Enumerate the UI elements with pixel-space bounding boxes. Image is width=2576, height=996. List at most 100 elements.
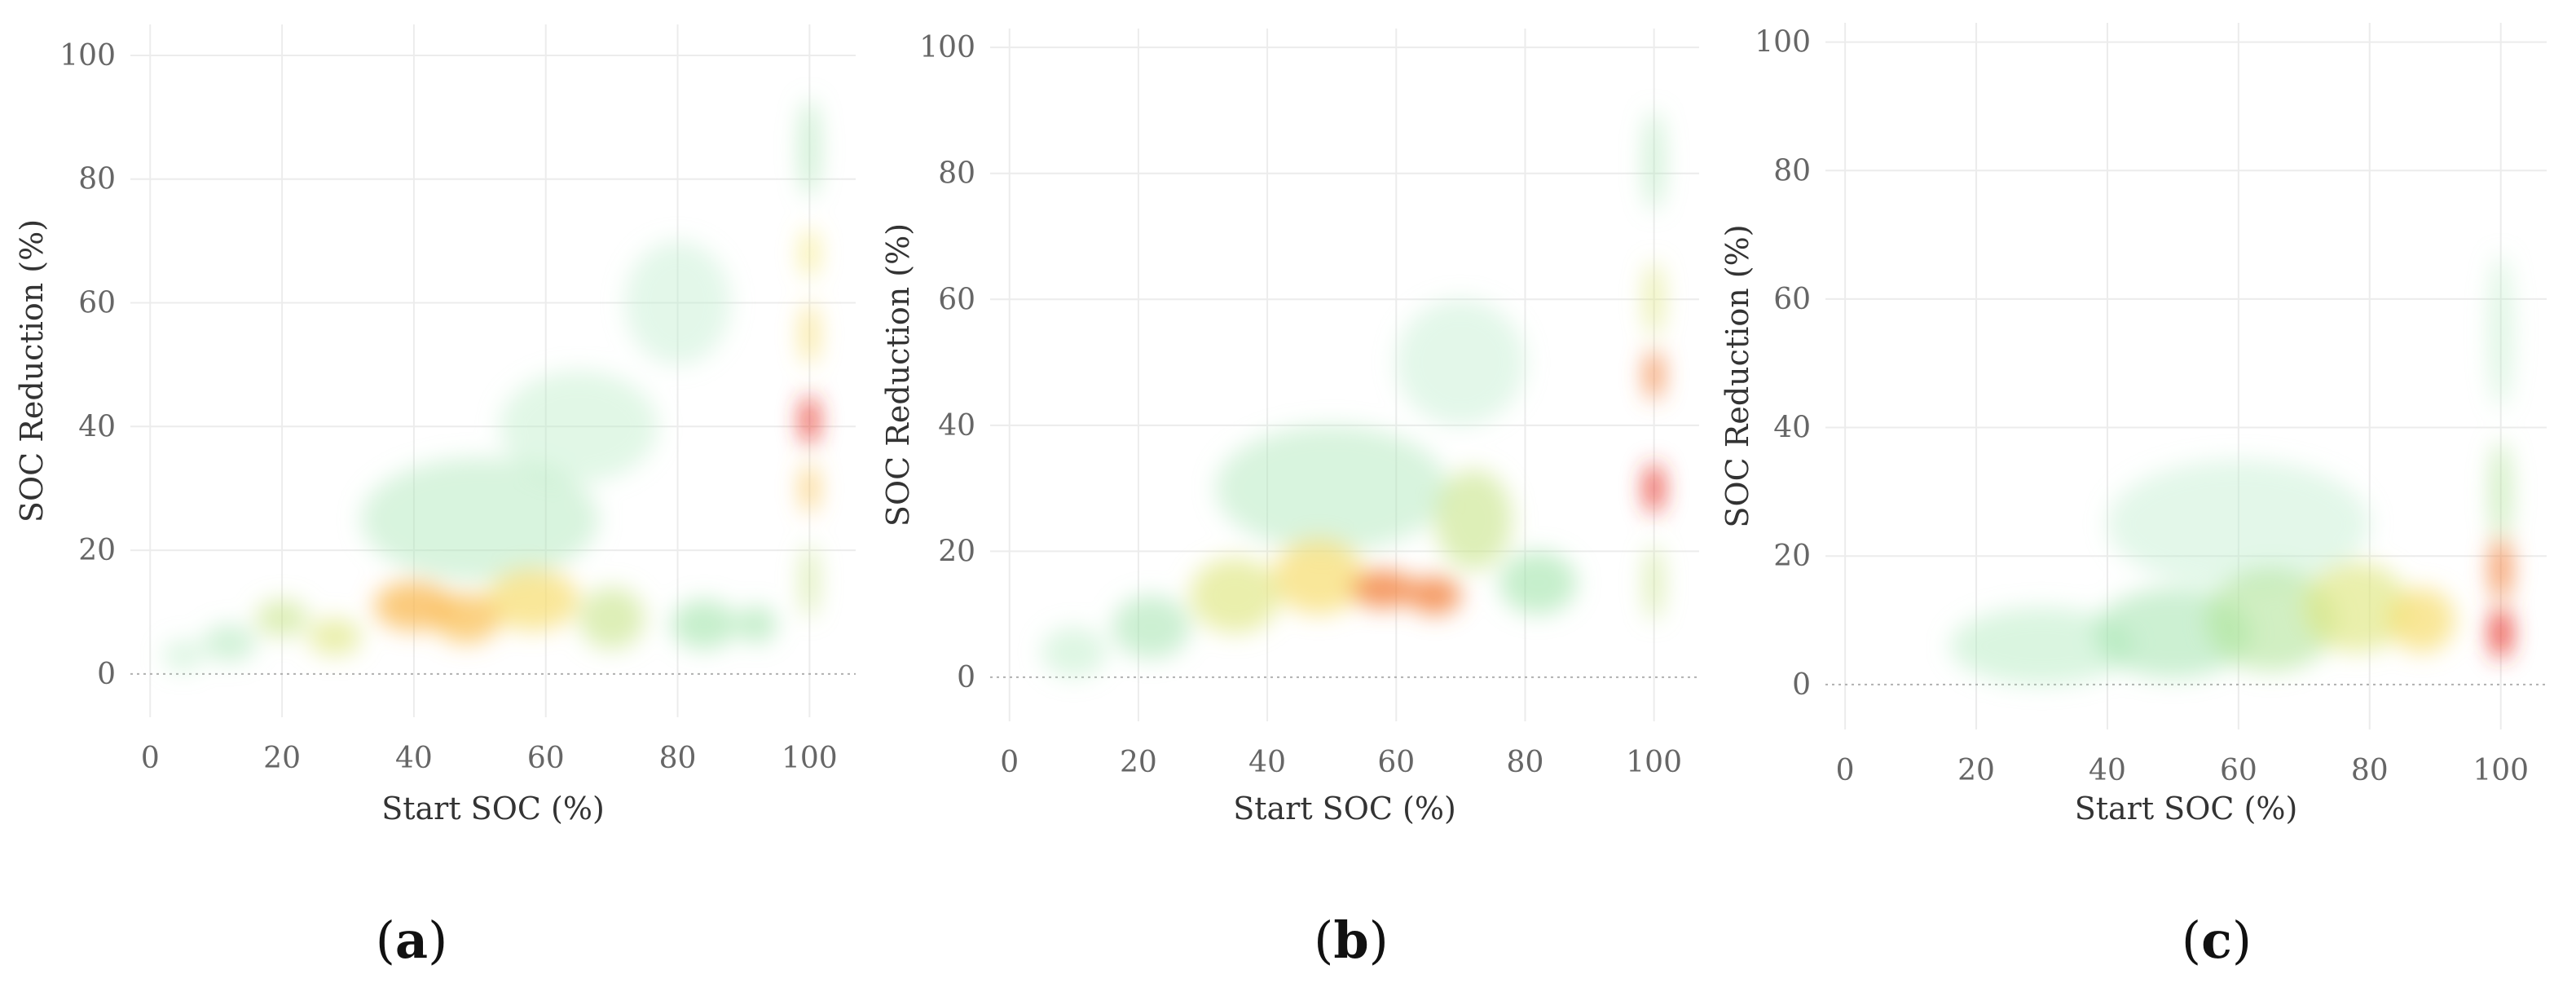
y-tick-label: 20 [938,535,975,568]
x-tick-label: 20 [1120,746,1157,779]
density-blob [374,581,454,631]
density-blob [1274,538,1364,615]
y-tick-label: 40 [1773,412,1811,445]
density-blob [2205,568,2337,672]
density-blob [361,457,599,582]
density-blob [2490,607,2512,659]
y-tick-label: 60 [78,287,116,320]
density-blob [2107,459,2370,588]
density-blob [1350,570,1416,608]
density-blob [1645,463,1663,513]
y-tick-label: 60 [1773,283,1811,316]
density-blob [624,240,731,365]
x-tick-label: 60 [2220,754,2257,787]
density-blob [800,463,818,513]
panel-label-open: ( [2182,910,2201,970]
x-axis-title: Start SOC (%) [2075,791,2298,826]
x-tick-label: 0 [1836,754,1855,787]
chart-panel-b: 0 20 40 60 80 100 0 20 40 60 80 100 Start SOC (%) SOC… [880,29,1699,970]
x-tick-label: 40 [395,742,433,775]
density-blob [1499,551,1577,615]
panel-label-open: ( [376,910,395,970]
x-axis-title: Start SOC (%) [1233,791,1456,826]
density-blob [1949,607,2134,685]
panel-label-close: ) [2232,910,2252,970]
x-tick-label: 60 [1377,746,1415,779]
density-blob [1645,261,1663,337]
density-blob [1190,557,1280,633]
density-blob [800,395,818,446]
density-blur-group [1949,253,2513,685]
x-tick-label: 100 [782,742,838,775]
density-blob [579,587,645,650]
y-tick-label: 100 [919,31,975,64]
y-tick-label: 20 [78,534,116,567]
density-blob [1041,627,1107,677]
panel-label: (b) [1314,910,1389,970]
density-blob [2490,536,2512,602]
density-blob [800,302,818,365]
y-tick-label: 80 [78,163,116,196]
chart-panel-a: 0 20 40 60 80 100 0 20 40 60 80 100 Start SOC (%) SOC… [14,24,856,970]
density-blob [163,640,204,672]
density-blob [1645,350,1663,400]
panel-label: (a) [376,910,448,970]
gridlines [990,29,1699,721]
density-blob [1645,544,1663,621]
y-tick-label: 80 [938,157,975,191]
panel-label-close: ) [1369,910,1389,970]
density-blob [2489,253,2513,408]
density-blob [800,228,818,279]
x-tick-label: 80 [1507,746,1544,779]
density-blob [2389,588,2455,653]
y-axis-title: SOC Reduction (%) [880,223,916,527]
density-blob [800,544,818,619]
density-blob [1396,299,1526,425]
x-tick-label: 0 [1000,746,1019,779]
density-blob [2304,562,2410,653]
x-tick-label: 20 [263,742,301,775]
y-tick-label: 0 [957,661,975,694]
y-tick-label: 60 [938,283,975,316]
x-tick-label: 100 [2473,754,2529,787]
density-blur-group [163,99,820,672]
y-tick-label: 80 [1773,154,1811,187]
y-tick-label: 20 [1773,540,1811,573]
x-tick-label: 20 [1957,754,1995,787]
x-tick-label: 0 [141,742,160,775]
y-tick-label: 40 [78,410,116,443]
density-blob [486,568,579,631]
density-blob [203,624,256,662]
y-tick-label: 100 [59,39,116,73]
chart-panel-c: 0 20 40 60 80 100 0 20 40 60 80 100 Start SOC (%) SOC… [1720,23,2547,970]
y-axis-title: SOC Reduction (%) [1720,224,1755,527]
density-blob [2490,440,2512,544]
y-axis-title: SOC Reduction (%) [14,219,50,522]
density-blob [1434,469,1513,571]
x-tick-label: 80 [2351,754,2389,787]
density-layer [1949,253,2513,685]
density-blob [1643,110,1665,212]
panel-label: (c) [2182,910,2252,970]
x-tick-label: 40 [1248,746,1286,779]
y-tick-label: 0 [97,658,116,691]
density-blob [799,99,820,198]
density-layer [1041,110,1665,677]
panel-label-letter: a [395,910,428,970]
panel-label-open: ( [1314,910,1333,970]
x-tick-label: 80 [659,742,697,775]
x-axis-title: Start SOC (%) [381,791,605,826]
density-blur-group [1041,110,1665,677]
density-blob [737,606,777,643]
density-blob [1215,425,1448,552]
density-blob [1409,576,1461,615]
panel-label-letter: c [2201,910,2232,970]
density-layer [163,99,820,672]
y-tick-label: 100 [1755,26,1811,59]
panel-label-letter: b [1333,910,1368,970]
x-tick-label: 60 [527,742,565,775]
y-tick-label: 0 [1792,668,1811,702]
y-tick-label: 40 [938,409,975,443]
x-tick-label: 40 [2089,754,2126,787]
